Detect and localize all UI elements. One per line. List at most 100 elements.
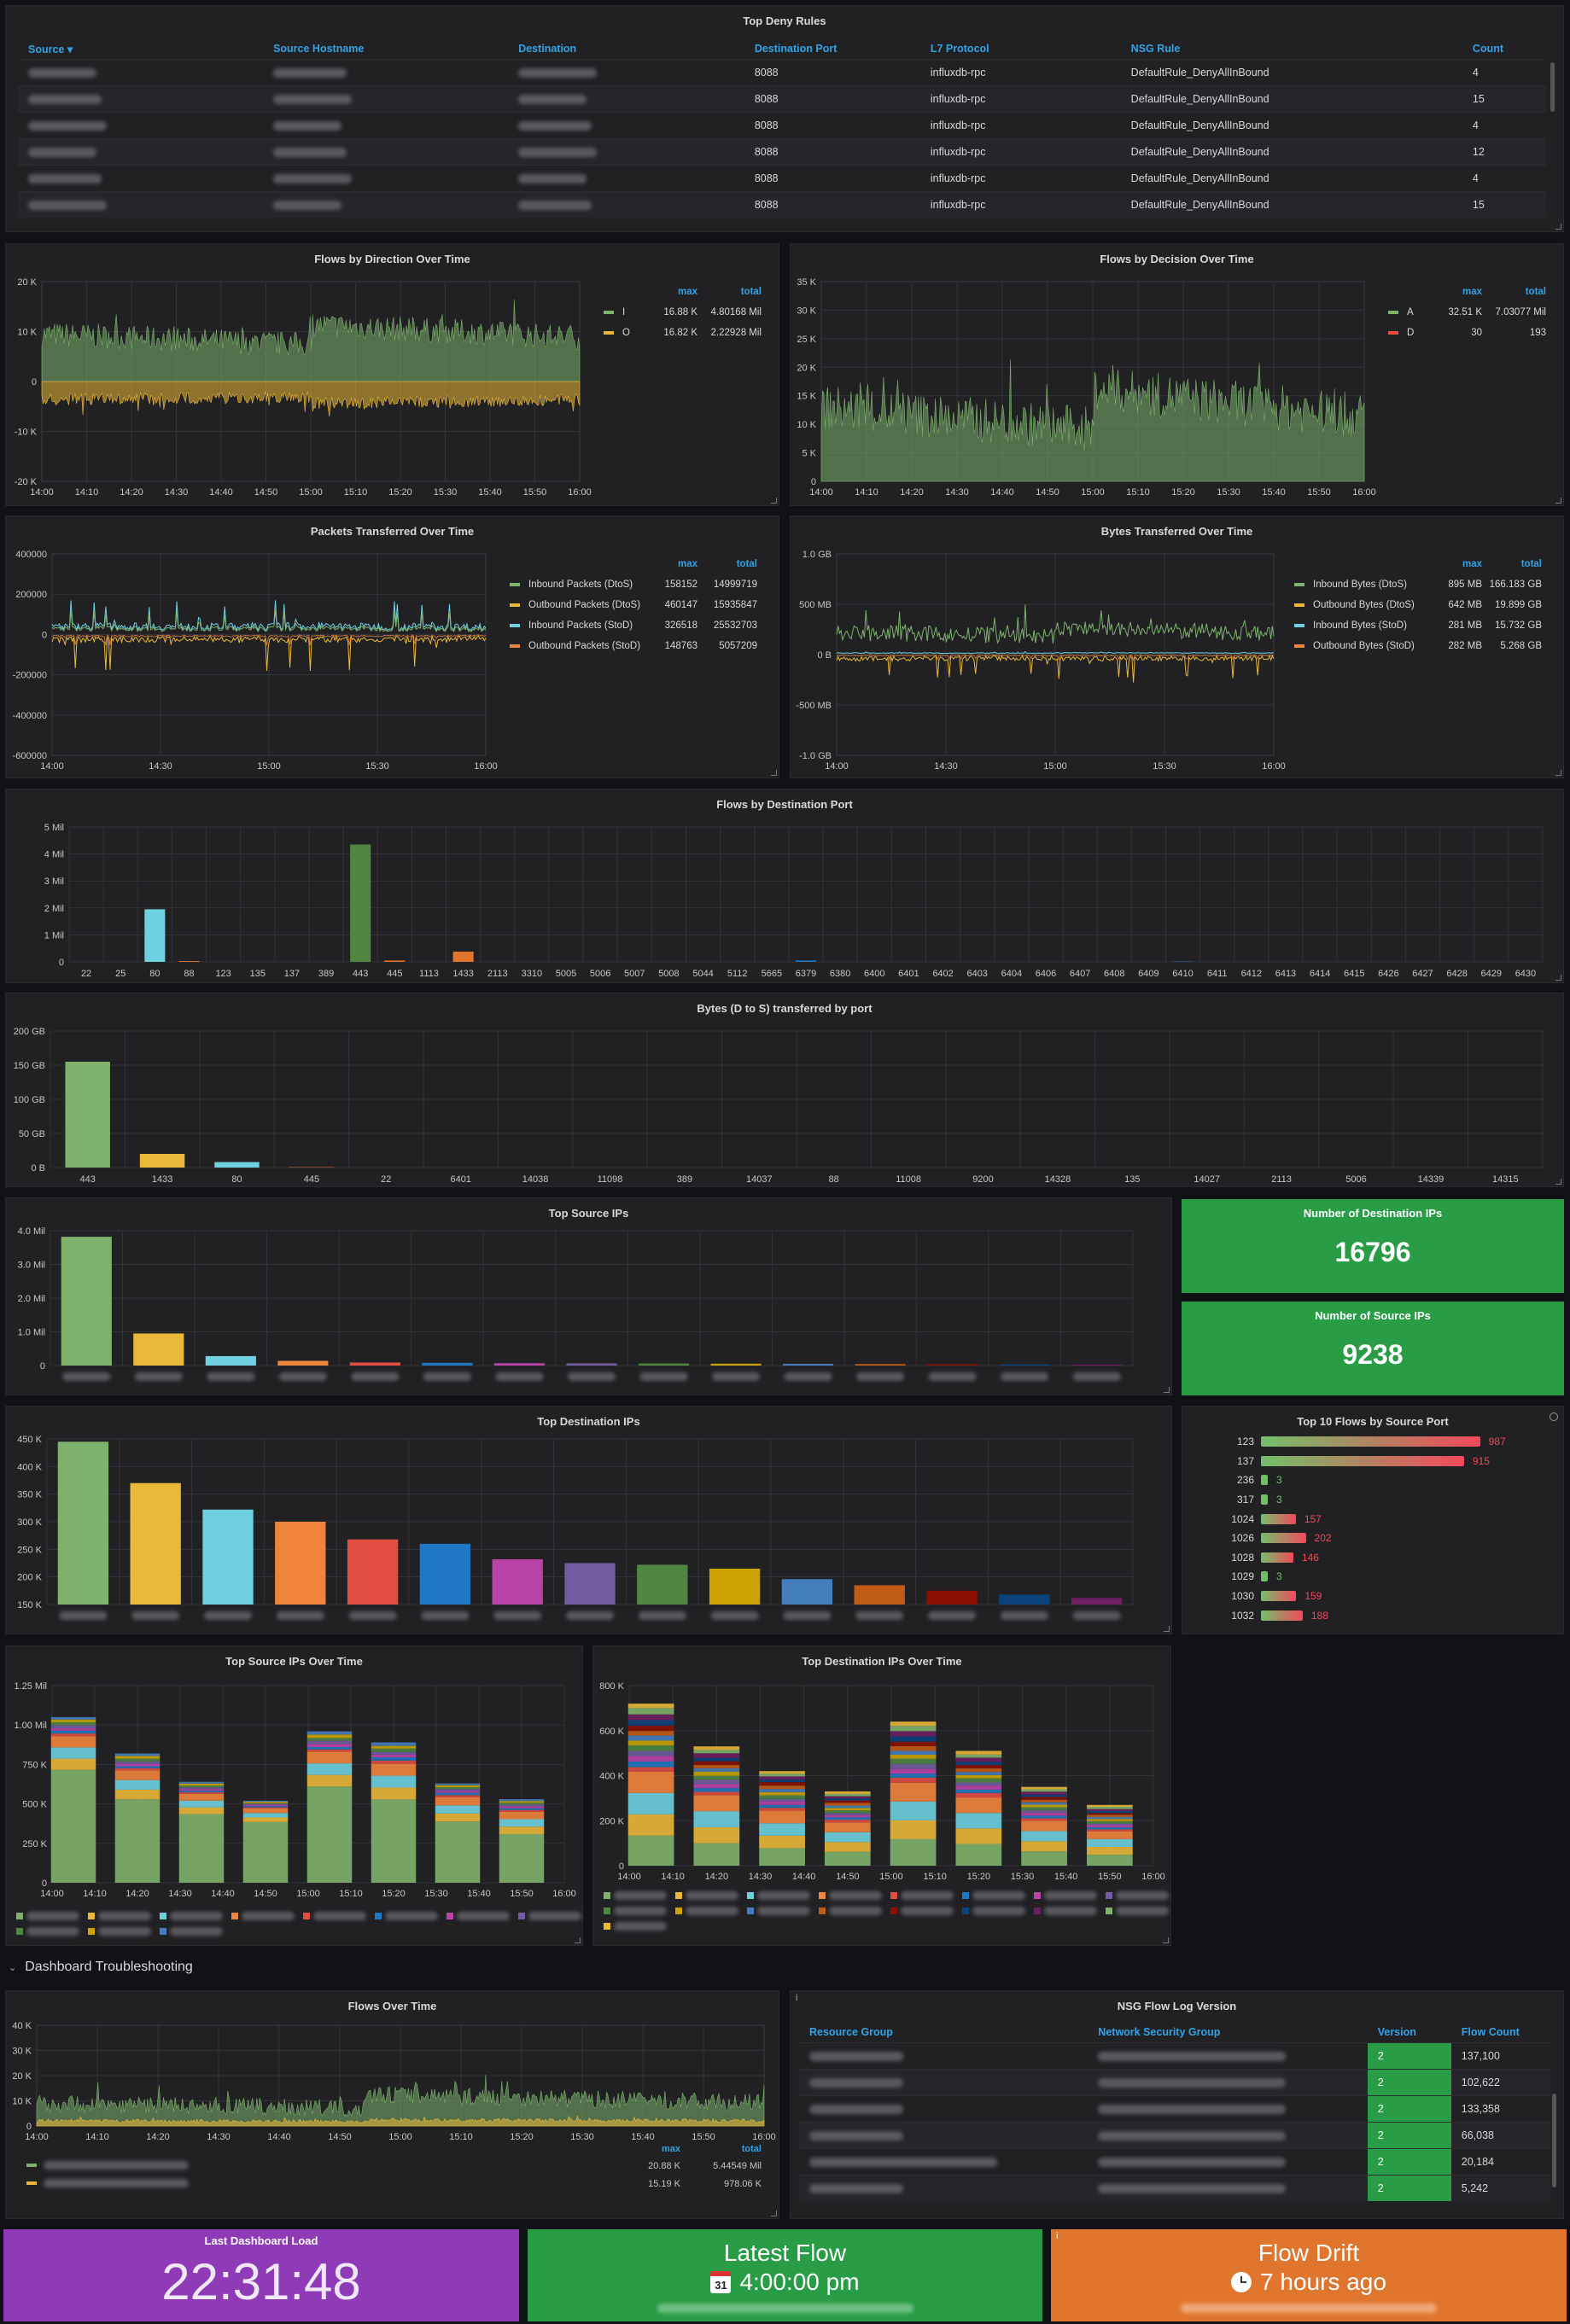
legend-item[interactable]: Outbound Bytes (DtoS) 642 MB 19.899 GB [1294, 595, 1542, 615]
chevron-down-icon[interactable]: ⌄ [9, 1962, 17, 1973]
legend-item[interactable]: O 16.82 K 2.22928 Mil [604, 323, 762, 343]
legend-item[interactable]: D 30 193 [1388, 323, 1546, 343]
column-header[interactable]: Version [1377, 2026, 1416, 2038]
flows-over-time-graph[interactable]: 40 K 30 K 20 K 10 K 014:00 14:10 14:20 14:30 14:… [6, 1991, 780, 2220]
table-row[interactable]: 8088 influxdb-rpc DefaultRule_DenyAllInBou… [18, 191, 1546, 218]
port-label: 137 [1236, 1454, 1254, 1467]
legend-item[interactable]: Inbound Packets (StoD) 326518 25532703 [510, 615, 757, 636]
table-row[interactable]: 8088 influxdb-rpc DefaultRule_DenyAllInBou… [18, 85, 1546, 113]
table-row[interactable]: 8088 influxdb-rpc DefaultRule_DenyAllInBou… [18, 59, 1546, 86]
bar-gauge-row[interactable]: 317 3 [1182, 1490, 1565, 1510]
x-tick-label: 14:10 [75, 487, 99, 498]
column-header[interactable]: Network Security Group [1098, 2026, 1221, 2038]
bar-gauge-row[interactable]: 1026 202 [1182, 1529, 1565, 1548]
column-header[interactable]: Resource Group [809, 2026, 893, 2038]
legend-item[interactable]: Outbound Packets (DtoS) 460147 15935847 [510, 595, 757, 615]
table-row[interactable]: 2 102,622 [799, 2069, 1550, 2096]
table-scrollbar[interactable] [1550, 62, 1555, 112]
column-header[interactable]: Source Hostname [273, 43, 365, 55]
resize-handle[interactable] [1555, 224, 1561, 230]
resize-handle[interactable] [771, 770, 777, 776]
table-row[interactable]: 8088 influxdb-rpc DefaultRule_DenyAllInBou… [18, 112, 1546, 139]
bar-gauge-row[interactable]: 1029 3 [1182, 1567, 1565, 1587]
top-source-ips-over-time-chart[interactable]: 1.25 Mil 1.00 Mil 750 K 500 K 250 K 014:00 14:… [6, 1646, 584, 1947]
resize-handle[interactable] [1555, 498, 1561, 504]
table-scrollbar[interactable] [1552, 2094, 1556, 2187]
stack-segment [890, 1801, 937, 1820]
stack-segment [824, 1851, 871, 1866]
bar-gauge-row[interactable]: 1030 159 [1182, 1587, 1565, 1606]
legend-item[interactable]: Inbound Packets (DtoS) 158152 14999719 [510, 574, 757, 595]
bytes-by-port-chart[interactable]: 200 GB 150 GB 100 GB 50 GB 0 B 443 1433 80 445 22… [6, 993, 1565, 1188]
resize-handle[interactable] [575, 1937, 581, 1943]
resize-handle[interactable] [1555, 1179, 1561, 1185]
table-row[interactable]: 2 133,358 [799, 2095, 1550, 2123]
bar-gauge-row[interactable]: 123 987 [1182, 1432, 1565, 1452]
redacted-ip-label [278, 1372, 327, 1381]
bar [214, 1162, 260, 1168]
legend-header: max total [604, 282, 762, 302]
flows-by-destination-port-chart[interactable]: 5 Mil 4 Mil 3 Mil 2 Mil 1 Mil 0 22 25 80 88 123 135… [6, 789, 1565, 984]
legend-item[interactable]: Inbound Bytes (StoD) 281 MB 15.732 GB [1294, 615, 1542, 636]
top-source-ips-chart[interactable]: 4.0 Mil 3.0 Mil 2.0 Mil 1.0 Mil 0 [6, 1198, 1173, 1396]
bar [638, 1363, 690, 1366]
stack-segment [759, 1791, 805, 1796]
flows-by-decision-graph[interactable]: 35 K 30 K 25 K 20 K 15 K 10 K 5 K 014:00 14:10 14… [791, 244, 1565, 507]
redacted-cell [18, 165, 264, 192]
redacted-ip-label [638, 1611, 686, 1620]
stack-segment [955, 1774, 1002, 1779]
legend-item[interactable]: Outbound Bytes (StoD) 282 MB 5.268 GB [1294, 636, 1542, 656]
column-header[interactable]: Destination [518, 43, 577, 55]
table-row[interactable]: 2 137,100 [799, 2042, 1550, 2070]
legend-item[interactable]: A 32.51 K 7.03077 Mil [1388, 302, 1546, 323]
legend-item[interactable]: I 16.88 K 4.80168 Mil [604, 302, 762, 323]
legend-item[interactable]: Outbound Packets (StoD) 148763 5057209 [510, 636, 757, 656]
column-header[interactable]: L7 Protocol [930, 43, 989, 55]
column-header[interactable]: Destination Port [754, 43, 838, 55]
flows-by-direction-graph[interactable]: 20 K 10 K 0 -10 K -20 K14:00 14:10 14:20 14:30 1… [6, 244, 780, 507]
top-destination-ips-over-time-chart[interactable]: 800 K 600 K 400 K 200 K 014:00 14:10 14:20 14:3… [593, 1646, 1172, 1947]
x-tick-label: 6404 [1001, 969, 1022, 979]
stack-segment [499, 1808, 545, 1810]
info-icon[interactable]: i [1056, 2231, 1059, 2241]
dashboard-troubleshooting-row[interactable]: ⌄ Dashboard Troubleshooting [9, 1959, 193, 1976]
redacted-series-name [44, 2161, 189, 2170]
cell-port: 8088 [744, 112, 920, 139]
resize-handle[interactable] [771, 2210, 777, 2216]
resize-handle[interactable] [1164, 1626, 1170, 1632]
bar-gauge-row[interactable]: 137 915 [1182, 1452, 1565, 1471]
resize-handle[interactable] [1164, 1387, 1170, 1393]
cell-count: 4 [1462, 59, 1546, 86]
legend-swatch [26, 2164, 37, 2167]
bar-gauge-row[interactable]: 1024 157 [1182, 1509, 1565, 1529]
top-destination-ips-chart[interactable]: 450 K 400 K 350 K 300 K 250 K 200 K 150 K [6, 1407, 1173, 1635]
table-row[interactable]: 2 66,038 [799, 2122, 1550, 2149]
table-row[interactable]: 8088 influxdb-rpc DefaultRule_DenyAllInBou… [18, 165, 1546, 192]
stack-segment [1086, 1804, 1133, 1807]
x-tick-label: 22 [81, 969, 91, 979]
stack-segment [242, 1803, 289, 1804]
bar-gauge-row[interactable]: 1032 188 [1182, 1605, 1565, 1625]
table-row[interactable]: 2 20,184 [799, 2148, 1550, 2175]
info-icon[interactable]: i [796, 1993, 798, 2003]
column-header[interactable]: Flow Count [1461, 2026, 1520, 2038]
resize-handle[interactable] [1163, 1937, 1169, 1943]
x-tick-label: 5006 [590, 969, 610, 979]
column-header[interactable]: Source ▾ [18, 38, 263, 60]
table-row[interactable]: 8088 influxdb-rpc DefaultRule_DenyAllInBou… [18, 138, 1546, 166]
column-header[interactable]: NSG Rule [1130, 43, 1181, 55]
resize-handle[interactable] [1555, 975, 1561, 981]
x-tick-label: 15:20 [1171, 487, 1195, 498]
cell-port: 8088 [744, 85, 920, 113]
refresh-icon[interactable] [1550, 1412, 1558, 1421]
bar-gauge-row[interactable]: 1028 146 [1182, 1548, 1565, 1568]
redacted-legend-label [757, 1907, 810, 1915]
resize-handle[interactable] [1555, 770, 1561, 776]
legend-item[interactable]: Inbound Bytes (DtoS) 895 MB 166.183 GB [1294, 574, 1542, 595]
resize-handle[interactable] [771, 498, 777, 504]
table-row[interactable]: 2 5,242 [799, 2175, 1550, 2201]
column-header[interactable]: Count [1472, 43, 1504, 55]
bar-gauge-row[interactable]: 236 3 [1182, 1471, 1565, 1490]
